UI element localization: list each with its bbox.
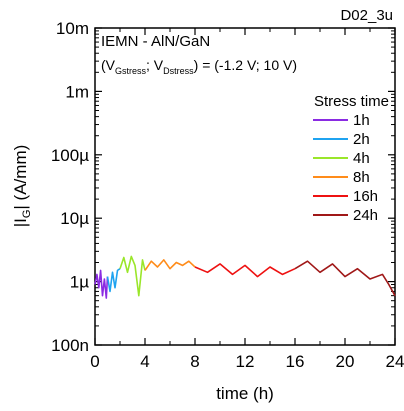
legend-label: 2h [353,131,370,148]
legend-label: 24h [353,207,378,224]
legend: Stress time 1h 2h 4h 8h 16h 24h [313,93,389,224]
x-tick-label: 4 [140,352,149,371]
corner-label: D02_3u [340,7,393,24]
legend-label: 8h [353,169,370,186]
series-line-8h [144,259,196,271]
x-tick-label: 20 [336,352,355,371]
x-tick-label: 8 [190,352,199,371]
x-tick-label: 24 [386,352,404,371]
x-axis-label: time (h) [216,384,274,403]
y-axis-label: |IG| (A/mm) [11,145,33,228]
legend-label: 4h [353,150,370,167]
legend-title: Stress time [314,93,389,110]
annotation-stress-conditions: (VGstress; VDstress) = (-1.2 V; 10 V) [101,57,297,76]
y-tick-label: 100µ [51,146,89,165]
series-line-16h [194,263,296,278]
y-tick-label: 10m [56,19,89,38]
series-line-4h [119,255,146,297]
y-axis: 10m 1m 100µ 10µ 1µ 100n [51,19,395,355]
y-tick-label: 100n [51,336,89,355]
annotation-title: IEMN - AlN/GaN [101,33,210,50]
y-tick-label: 1m [65,82,89,101]
x-tick-label: 16 [286,352,305,371]
legend-label: 1h [353,112,370,129]
series-line-24h [294,260,396,297]
legend-label: 16h [353,188,378,205]
x-axis: 0 4 8 12 16 20 24 [90,28,404,371]
series-line-1h [94,269,109,299]
y-tick-label: 10µ [60,209,89,228]
series-layer [94,255,396,299]
series-line-2h [106,268,121,293]
y-tick-label: 1µ [70,273,89,292]
x-tick-label: 0 [90,352,99,371]
x-tick-label: 12 [236,352,255,371]
